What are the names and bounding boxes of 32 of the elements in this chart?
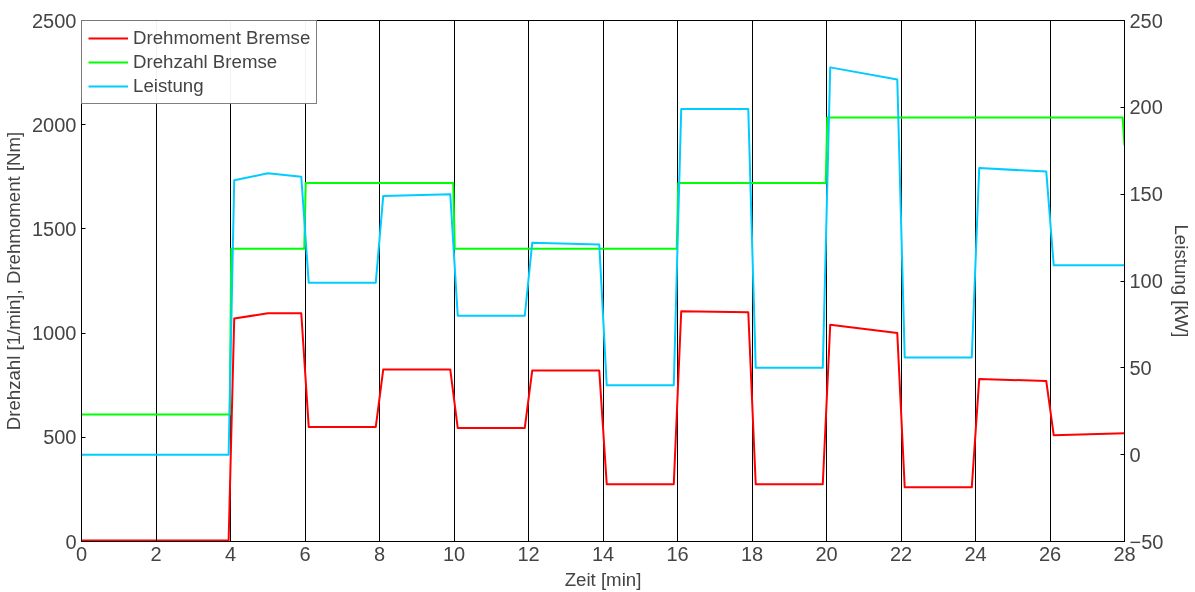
x-tick-label: 24 (964, 542, 987, 565)
y-tick-label: 500 (43, 426, 77, 449)
y2-tick-label: 250 (1129, 9, 1163, 32)
y-tick-label: 2000 (32, 113, 77, 136)
y-axis-title: Drehzahl [1/min], Drehmoment [Nm] (3, 131, 25, 431)
x-tick-label: 8 (373, 542, 386, 565)
x-tick-label: 18 (740, 542, 764, 565)
x-tick-label: 22 (889, 542, 913, 565)
legend-label: Leistung (133, 75, 204, 97)
y2-tick-label: 0 (1129, 443, 1141, 466)
legend-label: Drehmoment Bremse (133, 27, 311, 49)
line-series (81, 66, 1125, 456)
y2-tick-label: 100 (1129, 270, 1163, 292)
y2-tick-label: 150 (1129, 183, 1163, 206)
x-tick-label: 10 (442, 542, 466, 565)
x-tick-label: 12 (517, 542, 540, 565)
y-tick-label: 1500 (32, 217, 77, 240)
y-tick-label: 2500 (32, 9, 77, 32)
x-tick-label: 2 (150, 542, 162, 565)
x-tick-label: 16 (666, 542, 689, 565)
y2-tick-label: 50 (1129, 356, 1152, 379)
x-tick-label: 14 (591, 542, 615, 565)
y2-axis-title: Leistung [kW] (1171, 224, 1193, 338)
legend-label: Drehzahl Bremse (133, 51, 278, 73)
x-axis-title: Zeit [min] (564, 568, 642, 590)
y-tick-label: 1000 (32, 322, 77, 345)
y2-tick-label: 200 (1129, 96, 1163, 119)
x-tick-label: 4 (224, 542, 237, 565)
x-tick-label: 6 (299, 542, 311, 565)
line-series (81, 116, 1125, 416)
x-tick-label: 20 (815, 542, 838, 565)
x-tick-label: 26 (1038, 542, 1062, 565)
